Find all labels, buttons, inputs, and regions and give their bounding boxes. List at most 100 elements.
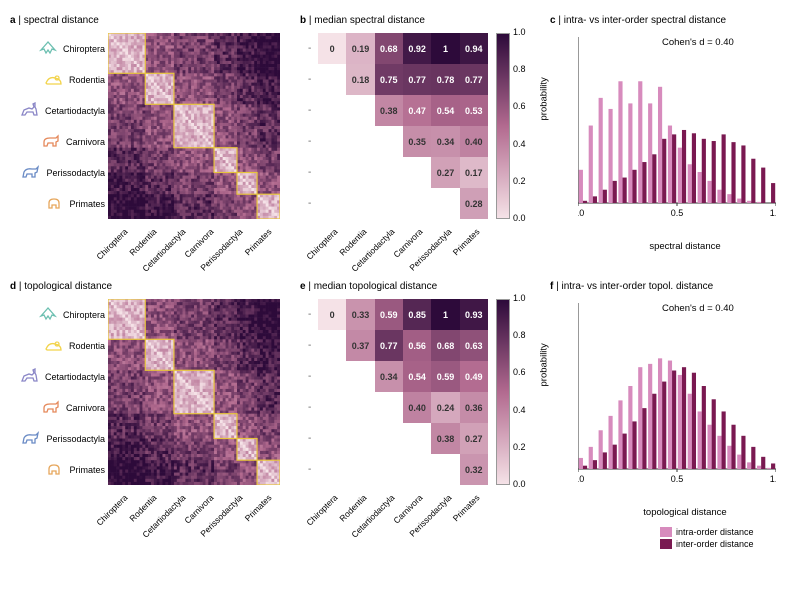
legend-intra-label: intra-order distance xyxy=(676,527,754,537)
median-cell: 0.75 xyxy=(375,64,403,95)
dash-marker: - xyxy=(308,340,311,351)
median-cell: 0.19 xyxy=(346,33,374,64)
species-item: Rodentia xyxy=(10,330,105,361)
median-cell: 0.27 xyxy=(460,423,488,454)
histogram-f: 0.000.050.100.150.00.51.0 xyxy=(578,299,776,485)
colorbar-b xyxy=(496,33,510,219)
xlabels-e: ChiropteraRodentiaCetartiodactylaCarnivo… xyxy=(318,487,488,537)
panel-c-title: c | intra- vs inter-order spectral dista… xyxy=(550,15,790,26)
dash-marker: - xyxy=(308,402,311,413)
species-label: Perissodactyla xyxy=(46,168,105,178)
cbar-tick: 0.8 xyxy=(513,64,526,74)
median-cell: 0.24 xyxy=(431,392,459,423)
median-cell: 0.77 xyxy=(403,64,431,95)
cbar-tick: 0.8 xyxy=(513,330,526,340)
median-cell: 0.77 xyxy=(375,330,403,361)
legend-swatch-inter xyxy=(660,539,672,549)
median-cell: 0.34 xyxy=(431,126,459,157)
legend: intra-order distance inter-order distanc… xyxy=(660,527,754,551)
median-cell: 0.54 xyxy=(431,95,459,126)
histogram-c: 0.000.050.100.150.00.51.0 xyxy=(578,33,776,219)
species-label: Cetartiodactyla xyxy=(45,372,105,382)
species-item: Cetartiodactyla xyxy=(10,95,105,126)
species-label: Rodentia xyxy=(69,341,105,351)
rodentia-icon xyxy=(43,337,65,355)
cbar-tick: 0.6 xyxy=(513,101,526,111)
species-label: Primates xyxy=(69,199,105,209)
dash-marker: - xyxy=(308,43,311,54)
dash-marker: - xyxy=(308,198,311,209)
species-item: Chiroptera xyxy=(10,299,105,330)
median-cell: 1 xyxy=(431,299,459,330)
panel-a: a | a | spectral distancespectral distan… xyxy=(10,15,290,275)
median-cell: 0.77 xyxy=(460,64,488,95)
median-cell: 0.94 xyxy=(460,33,488,64)
chiroptera-icon xyxy=(37,306,59,324)
cbar-tick: 0.2 xyxy=(513,442,526,452)
median-cell: 0.54 xyxy=(403,361,431,392)
species-label: Chiroptera xyxy=(63,44,105,54)
svg-text:1.0: 1.0 xyxy=(770,208,776,218)
median-cell: 0 xyxy=(318,33,346,64)
cbar-tick: 0.2 xyxy=(513,176,526,186)
species-item: Carnivora xyxy=(10,392,105,423)
dash-marker: - xyxy=(308,167,311,178)
dash-marker: - xyxy=(308,309,311,320)
median-cell: 0.36 xyxy=(460,392,488,423)
dash-marker: - xyxy=(308,433,311,444)
species-item: Carnivora xyxy=(10,126,105,157)
median-cell: 0.40 xyxy=(460,126,488,157)
legend-intra: intra-order distance xyxy=(660,527,754,537)
species-list-a: Chiroptera Rodentia Cetartiodactyla Carnivo… xyxy=(10,33,105,219)
svg-text:0.0: 0.0 xyxy=(578,208,584,218)
title-text: topological distance xyxy=(24,281,112,292)
species-label: Cetartiodactyla xyxy=(45,106,105,116)
heatmap-d xyxy=(108,299,280,485)
xlabel-c: spectral distance xyxy=(586,241,784,252)
panel-f-title: f | intra- vs inter-order topol. distanc… xyxy=(550,281,790,292)
title-text: median spectral distance xyxy=(314,15,425,26)
cohen-c: Cohen's d = 0.40 xyxy=(662,37,734,48)
legend-inter-label: inter-order distance xyxy=(676,539,754,549)
panel-f: f | intra- vs inter-order topol. distanc… xyxy=(550,281,790,571)
title-text: spectral distance xyxy=(24,15,99,26)
panel-e-title: e | median topological distance xyxy=(300,281,540,292)
title-text: intra- vs inter-order spectral distance xyxy=(564,15,726,26)
median-cell: 1 xyxy=(431,33,459,64)
svg-text:0.5: 0.5 xyxy=(671,208,684,218)
median-cell: 0.35 xyxy=(403,126,431,157)
dash-marker: - xyxy=(308,74,311,85)
median-cell: 0.38 xyxy=(375,95,403,126)
species-item: Primates xyxy=(10,188,105,219)
median-cell: 0.40 xyxy=(403,392,431,423)
species-label: Carnivora xyxy=(66,403,105,413)
cbar-tick: 0.0 xyxy=(513,213,526,223)
median-cell: 0.68 xyxy=(431,330,459,361)
primates-icon xyxy=(43,195,65,213)
title-text: median topological distance xyxy=(314,281,437,292)
median-cell: 0.32 xyxy=(460,454,488,485)
heatmap-a xyxy=(108,33,280,219)
cbar-tick: 1.0 xyxy=(513,293,526,303)
cetartiodactyla-icon xyxy=(19,368,41,386)
cbar-tick: 1.0 xyxy=(513,27,526,37)
ylabel-f: probability xyxy=(539,343,550,386)
species-label: Rodentia xyxy=(69,75,105,85)
median-cell: 0.28 xyxy=(460,188,488,219)
median-cell: 0.59 xyxy=(375,299,403,330)
species-item: Perissodactyla xyxy=(10,157,105,188)
chiroptera-icon xyxy=(37,40,59,58)
panel-c: c | intra- vs inter-order spectral dista… xyxy=(550,15,790,275)
rodentia-icon xyxy=(43,71,65,89)
median-cell: 0.59 xyxy=(431,361,459,392)
carnivora-icon xyxy=(40,133,62,151)
panel-b-title: b | median spectral distance xyxy=(300,15,540,26)
colorbar-e xyxy=(496,299,510,485)
panel-a-title: a | a | spectral distancespectral distan… xyxy=(10,15,290,26)
dash-marker: - xyxy=(308,105,311,116)
median-cell: 0.18 xyxy=(346,64,374,95)
dash-marker: - xyxy=(308,371,311,382)
title-text: intra- vs inter-order topol. distance xyxy=(562,281,714,292)
xlabel-f: topological distance xyxy=(586,507,784,518)
median-cell: 0.33 xyxy=(346,299,374,330)
